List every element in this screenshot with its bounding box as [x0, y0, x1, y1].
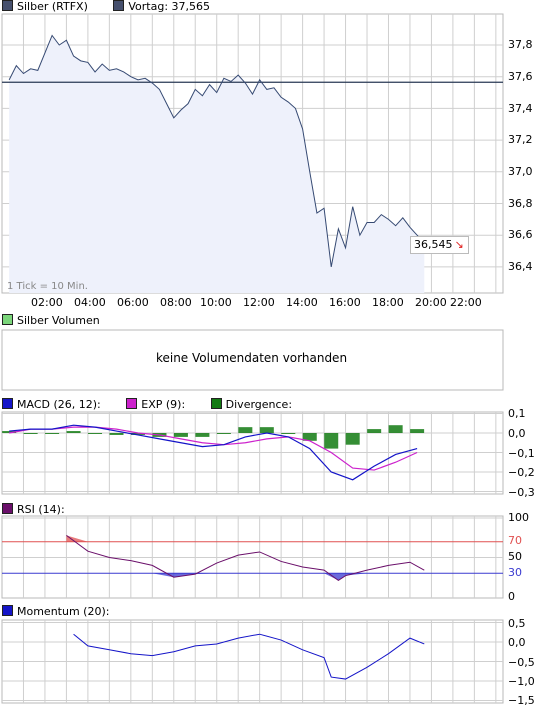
momentum-y-tick: −1,0	[508, 675, 535, 688]
price-x-tick: 22:00	[450, 296, 482, 309]
divergence-bar	[109, 433, 124, 435]
momentum-legend-item: Momentum (20):	[2, 605, 109, 618]
rsi-y-tick-70: 70	[508, 534, 522, 547]
square-swatch-icon	[210, 398, 222, 409]
price-x-tick: 06:00	[117, 296, 149, 309]
price-area	[9, 35, 425, 294]
divergence-legend-item: Divergence:	[210, 398, 293, 411]
divergence-bar	[23, 433, 38, 434]
no-volume-message: keine Volumendaten vorhanden	[155, 351, 348, 365]
price-y-tick: 37,8	[508, 38, 533, 51]
square-swatch-icon	[126, 398, 138, 409]
momentum-y-tick: −1,5	[508, 694, 535, 707]
momentum-legend-label: Momentum (20):	[17, 605, 110, 618]
macd-y-tick: 0,1	[508, 407, 526, 420]
macd-y-tick: −0,1	[508, 447, 535, 460]
divergence-bar	[2, 431, 17, 433]
exp-legend-item: EXP (9):	[126, 398, 185, 411]
rsi-legend-item: RSI (14):	[2, 503, 65, 516]
volume-legend-item: Silber Volumen	[2, 314, 100, 327]
rsi-oversold-fill	[66, 573, 425, 581]
prev-close-legend-label: Vortag: 37,565	[128, 0, 211, 13]
divergence-bar	[367, 429, 382, 433]
divergence-bar	[195, 433, 210, 437]
macd-legend: MACD (26, 12): EXP (9): Divergence:	[2, 398, 314, 412]
rsi-legend-label: RSI (14):	[17, 503, 65, 516]
price-x-tick: 08:00	[160, 296, 192, 309]
price-x-tick: 20:00	[415, 296, 447, 309]
price-y-tick: 36,4	[508, 260, 533, 273]
price-legend-item: Silber (RTFX)	[2, 0, 88, 13]
exp-line	[9, 426, 418, 471]
price-line	[8, 34, 425, 267]
macd-y-tick: −0,3	[508, 486, 535, 499]
price-legend: Silber (RTFX) Vortag: 37,565	[2, 0, 232, 14]
rsi-y-tick: 50	[508, 550, 522, 563]
square-swatch-icon	[2, 398, 13, 409]
macd-legend-item: MACD (26, 12):	[2, 398, 101, 411]
rsi-y-tick: 100	[508, 511, 529, 524]
square-swatch-icon	[2, 605, 13, 616]
macd-y-tick: −0,2	[508, 466, 535, 479]
exp-legend-label: EXP (9):	[141, 398, 186, 411]
price-y-tick: 37,2	[508, 133, 533, 146]
last-value: 36,545	[414, 238, 453, 251]
momentum-legend: Momentum (20):	[2, 605, 131, 619]
divergence-bar	[345, 433, 360, 445]
square-swatch-icon	[2, 0, 13, 11]
divergence-bar	[216, 433, 231, 434]
divergence-bar	[281, 433, 296, 434]
divergence-bar	[45, 433, 60, 434]
divergence-bar	[302, 433, 317, 441]
momentum-y-tick: −0,5	[508, 656, 535, 669]
rsi-line	[66, 534, 425, 582]
price-x-tick: 02:00	[31, 296, 63, 309]
price-y-tick: 37,6	[508, 70, 533, 83]
price-x-tick: 16:00	[329, 296, 361, 309]
last-value-box: 36,545 ↘	[410, 236, 469, 254]
price-x-tick: 04:00	[74, 296, 106, 309]
divergence-bar	[410, 429, 425, 433]
macd-y-tick: 0,0	[508, 427, 526, 440]
tick-note: 1 Tick = 10 Min.	[7, 281, 88, 292]
macd-line	[9, 424, 418, 481]
price-legend-label: Silber (RTFX)	[17, 0, 88, 13]
price-x-tick: 10:00	[200, 296, 232, 309]
prev-close-legend-item: Vortag: 37,565	[113, 0, 210, 13]
volume-legend-label: Silber Volumen	[17, 314, 100, 327]
price-y-tick: 37,0	[508, 165, 533, 178]
divergence-bar	[173, 433, 188, 437]
volume-plot-frame	[1, 329, 504, 391]
divergence-bar	[238, 427, 253, 433]
divergence-bar	[388, 425, 403, 433]
price-x-tick: 18:00	[372, 296, 404, 309]
rsi-y-tick-30: 30	[508, 566, 522, 579]
divergence-bar	[324, 433, 339, 449]
price-y-tick: 36,8	[508, 197, 533, 210]
divergence-legend-label: Divergence:	[225, 398, 293, 411]
rsi-legend: RSI (14):	[2, 503, 87, 517]
divergence-bar	[66, 431, 81, 433]
macd-legend-label: MACD (26, 12):	[17, 398, 101, 411]
arrow-down-right-icon: ↘	[454, 238, 464, 251]
price-y-tick: 37,4	[508, 102, 533, 115]
momentum-line	[73, 633, 425, 680]
divergence-bar	[88, 433, 103, 434]
momentum-y-tick: 0,0	[508, 636, 526, 649]
volume-legend: Silber Volumen	[2, 314, 122, 328]
square-swatch-icon	[2, 314, 13, 325]
square-swatch-icon	[113, 0, 125, 11]
momentum-y-tick: 0,5	[508, 617, 526, 630]
rsi-y-tick: 0	[508, 590, 515, 603]
price-x-tick: 12:00	[243, 296, 275, 309]
price-y-tick: 36,6	[508, 228, 533, 241]
square-swatch-icon	[2, 503, 13, 514]
divergence-bar	[130, 433, 145, 435]
divergence-bar	[259, 427, 274, 433]
price-x-tick: 14:00	[286, 296, 318, 309]
